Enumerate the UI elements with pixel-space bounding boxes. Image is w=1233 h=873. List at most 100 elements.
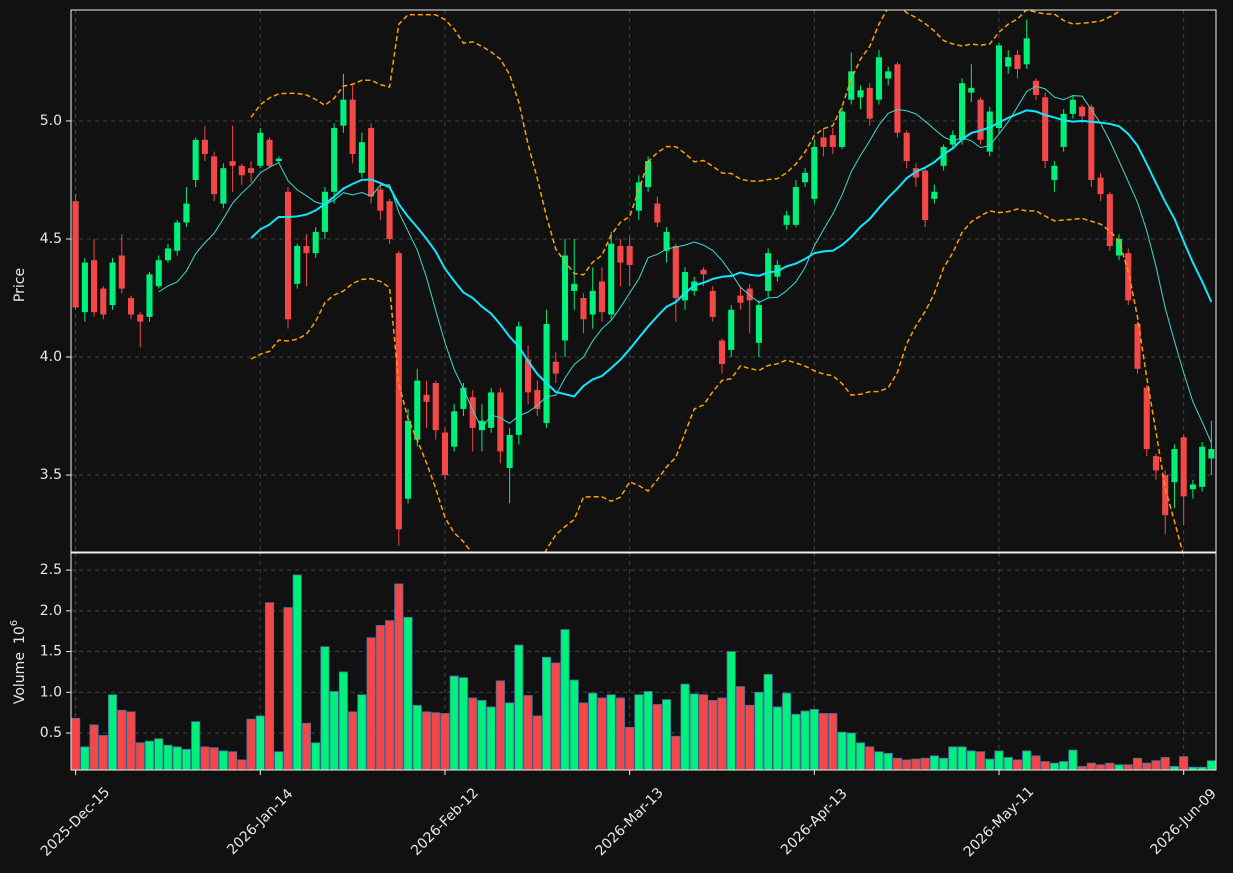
volume-bar bbox=[578, 702, 589, 771]
volume-bar bbox=[292, 574, 302, 771]
volume-bar bbox=[726, 651, 736, 771]
candle-body bbox=[1189, 484, 1196, 490]
volume-bar bbox=[541, 656, 552, 771]
candle-body bbox=[709, 290, 716, 317]
candle-body bbox=[118, 255, 125, 289]
volume-bar bbox=[939, 757, 949, 771]
candle-body bbox=[829, 135, 836, 147]
volume-bar bbox=[348, 711, 358, 771]
volume-bar bbox=[809, 708, 819, 771]
candle-body bbox=[940, 146, 947, 166]
candle-body bbox=[377, 189, 384, 211]
y-tick-label: 0.5 bbox=[40, 725, 62, 741]
candle-body bbox=[995, 45, 1003, 129]
candle-body bbox=[238, 165, 245, 176]
volume-bar bbox=[874, 751, 884, 771]
candle-body bbox=[386, 201, 393, 239]
volume-bar bbox=[1151, 760, 1161, 771]
volume-bar bbox=[948, 746, 958, 771]
bollinger-band bbox=[250, 10, 1121, 276]
volume-bar bbox=[966, 750, 976, 771]
candle-body bbox=[91, 260, 98, 313]
volume-bar bbox=[662, 699, 672, 771]
candle-body bbox=[820, 137, 827, 147]
candle-body bbox=[811, 146, 818, 199]
volume-bar bbox=[1022, 750, 1032, 771]
volume-bar bbox=[772, 706, 782, 771]
volume-bar bbox=[837, 731, 847, 771]
candle-body bbox=[432, 382, 439, 431]
volume-bar bbox=[1105, 762, 1115, 771]
volume-bar bbox=[523, 695, 533, 771]
candle-body bbox=[488, 392, 495, 428]
candle-body bbox=[1143, 387, 1150, 450]
candle-body bbox=[986, 111, 993, 152]
volume-bar bbox=[237, 759, 247, 771]
candle-body bbox=[81, 262, 88, 313]
volume-bar bbox=[791, 713, 801, 771]
candle-body bbox=[331, 128, 338, 192]
volume-bar bbox=[320, 646, 330, 771]
volume-bar bbox=[1123, 764, 1133, 771]
candle-body bbox=[451, 411, 458, 447]
candle-body bbox=[755, 305, 762, 343]
candle-body bbox=[1115, 238, 1123, 256]
volume-bar bbox=[191, 721, 201, 771]
y-tick-label: 4.5 bbox=[40, 231, 62, 247]
y-tick-label: 2.5 bbox=[40, 562, 62, 578]
candle-body bbox=[552, 361, 559, 374]
volume-bar bbox=[80, 746, 90, 771]
x-tick-label: 2026-Mar-13 bbox=[592, 785, 666, 859]
x-tick-label: 2026-Jan-14 bbox=[224, 786, 296, 858]
volume-bar bbox=[357, 694, 367, 771]
candle-body bbox=[700, 269, 707, 275]
candle-body bbox=[284, 191, 292, 320]
volume-bar bbox=[385, 620, 395, 771]
volume-bar bbox=[338, 671, 348, 771]
candle-body bbox=[146, 274, 153, 317]
volume-bar bbox=[1059, 761, 1069, 771]
volume-bar bbox=[902, 759, 912, 771]
candle-body bbox=[127, 297, 135, 315]
candle-body bbox=[580, 297, 587, 320]
volume-panel-frame bbox=[70, 552, 1217, 771]
volume-multiplier-base: 10 bbox=[12, 626, 28, 644]
candle-body bbox=[1032, 80, 1039, 95]
volume-bar bbox=[560, 629, 570, 771]
candle-body bbox=[783, 215, 790, 225]
volume-bar bbox=[126, 711, 136, 771]
candle-body bbox=[1199, 446, 1206, 487]
volume-bar bbox=[625, 726, 635, 771]
volume-bar bbox=[403, 616, 413, 771]
volume-bar bbox=[255, 715, 265, 771]
volume-bar bbox=[440, 713, 450, 771]
candles bbox=[72, 10, 1215, 552]
volume-bar bbox=[181, 748, 191, 771]
candle-body bbox=[931, 191, 938, 199]
volume-bar bbox=[855, 742, 866, 771]
volume-bar bbox=[1206, 760, 1216, 771]
volume-bar bbox=[246, 718, 256, 771]
volume-bar bbox=[107, 694, 118, 771]
volume-bar bbox=[532, 715, 542, 771]
volume-bar bbox=[163, 744, 173, 771]
volume-bar bbox=[865, 746, 875, 771]
candle-body bbox=[1060, 113, 1067, 147]
volume-bar bbox=[1142, 762, 1152, 771]
candle-body bbox=[183, 203, 190, 223]
candle-body bbox=[1042, 97, 1049, 162]
candle-body bbox=[220, 168, 227, 204]
volume-bar bbox=[754, 691, 764, 771]
volume-bar bbox=[144, 740, 155, 771]
candle-body bbox=[423, 394, 430, 402]
volume-bar bbox=[800, 710, 810, 771]
x-tick-label: 2026-May-11 bbox=[961, 784, 1038, 861]
candle-body bbox=[506, 434, 513, 468]
volume-bar bbox=[71, 717, 81, 771]
volume-bar bbox=[449, 675, 459, 771]
candle-body bbox=[294, 246, 301, 284]
volume-bar bbox=[1179, 756, 1189, 771]
candle-body bbox=[1023, 38, 1030, 65]
candle-body bbox=[1088, 106, 1095, 180]
candle-body bbox=[617, 246, 624, 263]
